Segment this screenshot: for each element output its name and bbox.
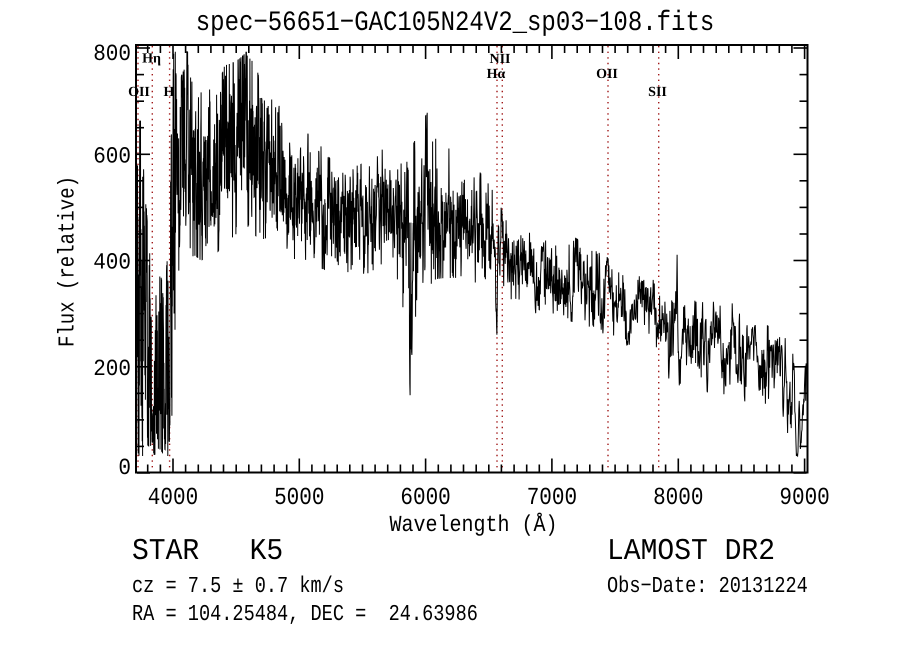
svg-text:Flux (relative): Flux (relative) <box>54 176 80 347</box>
svg-text:800: 800 <box>93 43 131 68</box>
svg-text:Hη: Hη <box>142 52 161 67</box>
svg-text:NII: NII <box>489 52 510 67</box>
svg-text:STAR K5: STAR K5 <box>132 535 283 568</box>
svg-text:cz = 7.5 ± 0.7 km/s: cz = 7.5 ± 0.7 km/s <box>132 574 344 600</box>
svg-text:RA = 104.25484, DEC = 24.6398: RA = 104.25484, DEC = 24.63986 <box>132 602 478 628</box>
svg-text:Wavelength (Å): Wavelength (Å) <box>389 513 557 539</box>
svg-text:6000: 6000 <box>400 485 450 512</box>
svg-text:OII: OII <box>596 67 618 82</box>
svg-text:0: 0 <box>118 457 131 482</box>
svg-text:OII: OII <box>128 85 150 100</box>
svg-text:5000: 5000 <box>274 485 324 512</box>
svg-text:600: 600 <box>93 145 131 170</box>
svg-text:8000: 8000 <box>653 485 703 512</box>
svg-text:LAMOST DR2: LAMOST DR2 <box>607 535 775 568</box>
svg-text:9000: 9000 <box>779 485 829 512</box>
svg-text:spec−56651−GAC105N24V2_sp03−10: spec−56651−GAC105N24V2_sp03−108.fits <box>196 8 714 40</box>
svg-text:SII: SII <box>648 85 667 100</box>
svg-text:4000: 4000 <box>148 485 198 512</box>
svg-text:7000: 7000 <box>527 485 577 512</box>
svg-text:H: H <box>164 85 175 100</box>
svg-text:400: 400 <box>93 251 131 276</box>
svg-text:Hα: Hα <box>487 67 506 82</box>
svg-text:200: 200 <box>93 357 131 382</box>
svg-text:Obs−Date: 20131224: Obs−Date: 20131224 <box>607 574 808 600</box>
